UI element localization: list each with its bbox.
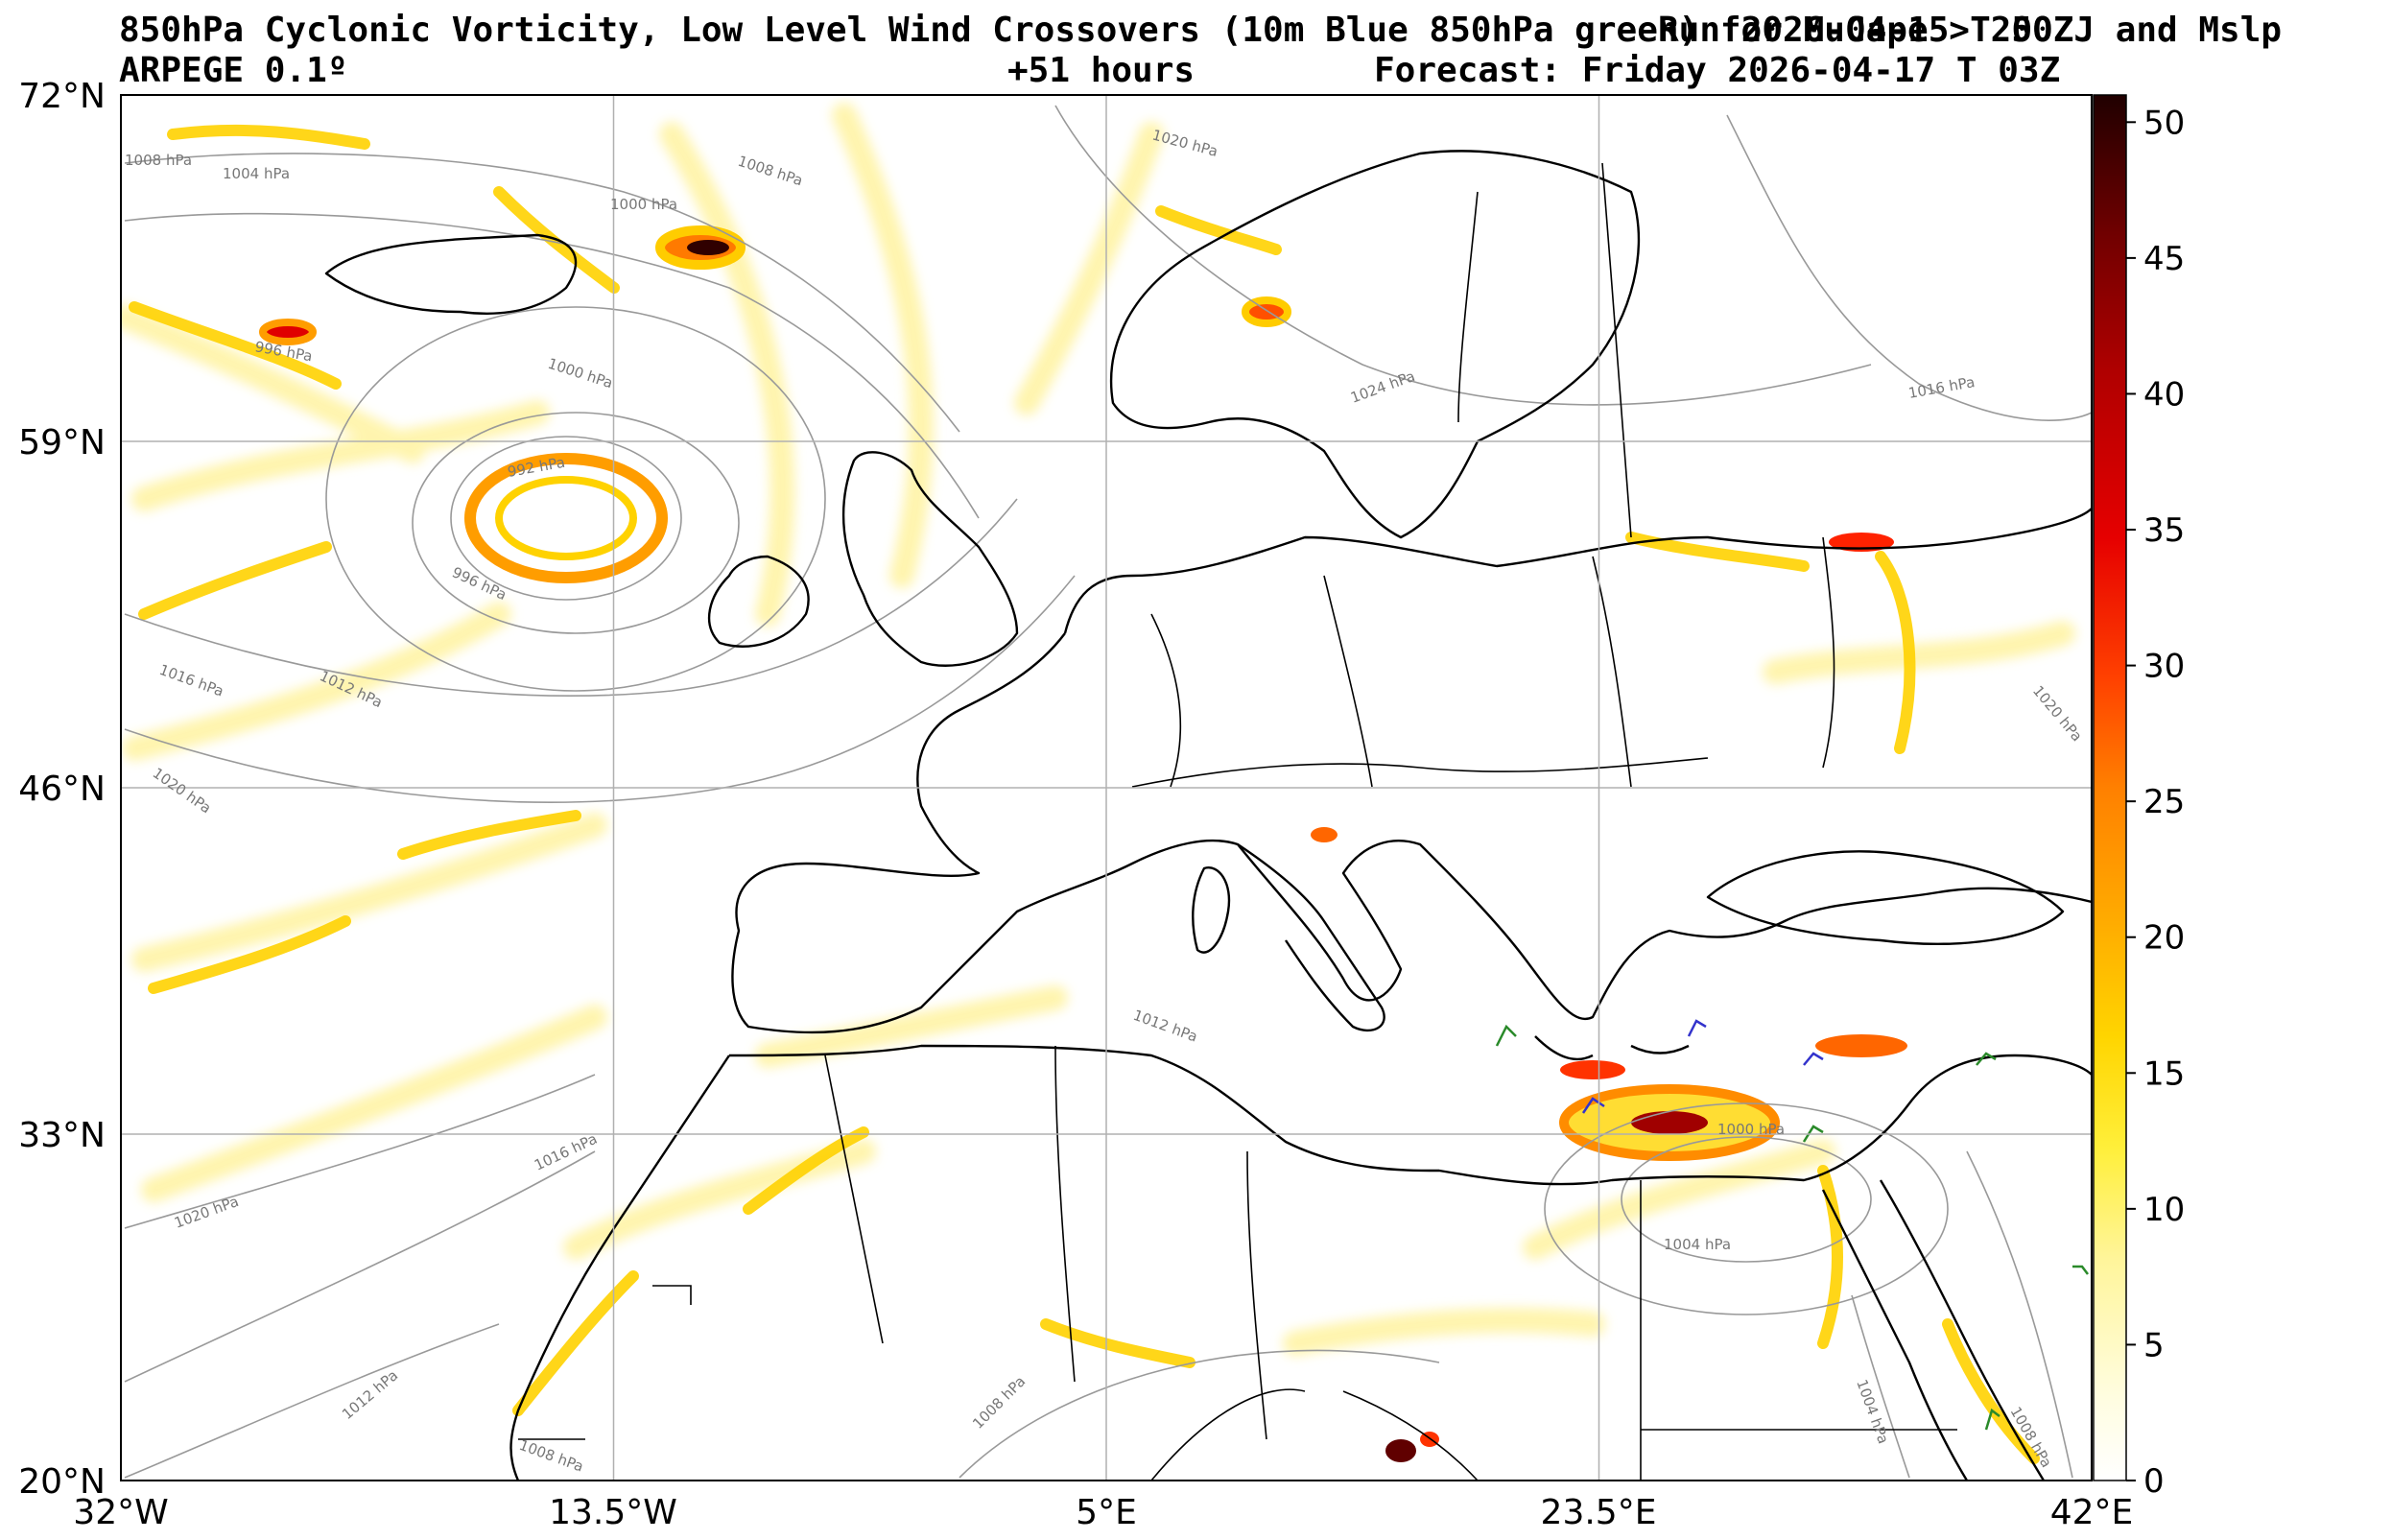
lat-tick-label: 72°N	[18, 77, 106, 116]
map-frame	[120, 94, 2093, 1481]
longitude-axis: 32°W 13.5°W 5°E 23.5°E 42°E	[73, 1493, 2133, 1532]
latitude-axis: 72°N 59°N 46°N 33°N 20°N	[18, 77, 106, 1502]
lat-tick-label: 33°N	[18, 1116, 106, 1155]
forecast-time: Forecast: Friday 2026-04-17 T 03Z	[1374, 51, 2061, 90]
coastlines	[324, 150, 2092, 1481]
colorbar-tick-label: 10	[2143, 1191, 2185, 1229]
isobar-label: 1004 hPa	[1664, 1236, 1731, 1253]
isobars	[124, 105, 2092, 1479]
colorbar-tick-label: 20	[2143, 919, 2185, 958]
colorbar-tick-label: 45	[2143, 240, 2185, 278]
title-line-1: 850hPa Cyclonic Vorticity, Low Level Win…	[119, 11, 2283, 50]
isobar-label: 1000 hPa	[1717, 1121, 1785, 1138]
lon-tick-label: 42°E	[2050, 1493, 2134, 1532]
gridlines	[121, 95, 2092, 1481]
run-timestamp: Run 2026-04-15 T 00Z	[1658, 11, 2074, 50]
colorbar-tick-label: 5	[2143, 1326, 2165, 1364]
isobar-label: 1008 hPa	[125, 152, 192, 169]
lead-time: +51 hours	[1007, 51, 1196, 90]
isobar-label: 1000 hPa	[610, 196, 677, 213]
lon-tick-label: 13.5°W	[549, 1493, 677, 1532]
colorbar-tick-label: 40	[2143, 375, 2185, 414]
colorbar-tick-label: 50	[2143, 104, 2185, 142]
model-name: ARPEGE 0.1º	[119, 51, 348, 90]
lon-tick-label: 5°E	[1076, 1493, 1137, 1532]
colorbar-tick-label: 25	[2143, 783, 2185, 821]
lat-tick-label: 59°N	[18, 423, 106, 462]
colorbar-tick-label: 30	[2143, 648, 2185, 686]
map-content	[121, 103, 2092, 1481]
isobar-label: 1004 hPa	[223, 165, 290, 182]
colorbar-tick-label: 15	[2143, 1054, 2185, 1093]
colorbar-tick-label: 0	[2143, 1462, 2165, 1501]
lat-tick-label: 20°N	[18, 1462, 106, 1502]
colorbar-tick-label: 35	[2143, 511, 2185, 550]
vorticity-field	[121, 103, 2075, 1464]
wind-crossovers	[1495, 1019, 2089, 1431]
lon-tick-label: 32°W	[73, 1493, 168, 1532]
colorbar-scale	[2094, 95, 2126, 1481]
lon-tick-label: 23.5°E	[1541, 1493, 1657, 1532]
lat-tick-label: 46°N	[18, 770, 106, 809]
